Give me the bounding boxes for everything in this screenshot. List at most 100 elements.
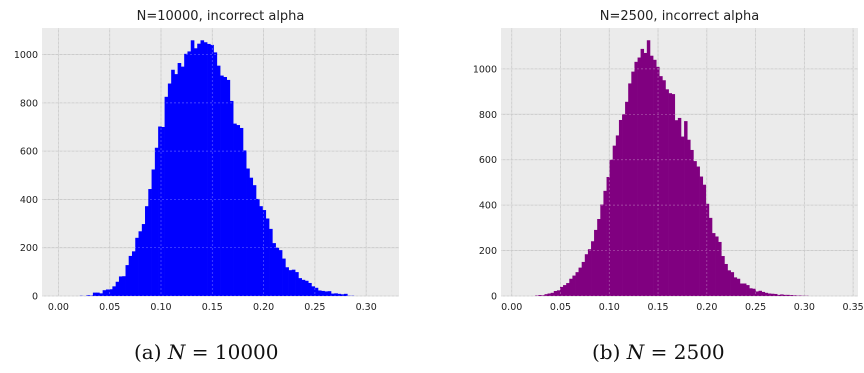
chart2-x-tick-label: 0.05 bbox=[550, 302, 571, 313]
chart2-bar bbox=[761, 291, 766, 296]
chart1-bar bbox=[229, 100, 234, 296]
chart2-bar bbox=[677, 117, 682, 296]
chart1-bar bbox=[148, 189, 152, 296]
chart1-bar bbox=[327, 291, 332, 296]
chart2-bar bbox=[693, 161, 697, 296]
chart1-bar bbox=[285, 267, 289, 296]
chart1-bar bbox=[239, 127, 244, 297]
chart2-bar bbox=[702, 184, 707, 296]
chart1-bar bbox=[262, 210, 267, 296]
chart2-bar bbox=[643, 52, 648, 297]
chart1-bar bbox=[210, 44, 214, 297]
chart2-title: N=2500, incorrect alpha bbox=[600, 9, 760, 24]
chart1-bar bbox=[344, 293, 348, 296]
chart2-bar bbox=[609, 159, 614, 296]
chart1-bar bbox=[282, 258, 286, 296]
chart1-bar bbox=[223, 77, 227, 296]
chart1-bar bbox=[122, 276, 126, 296]
chart2-bar bbox=[746, 285, 750, 296]
chart1-bar bbox=[171, 69, 175, 297]
chart2-x-tick-label: 0.35 bbox=[843, 302, 864, 313]
chart1-bar bbox=[337, 293, 342, 296]
chart2-bar bbox=[789, 295, 793, 296]
chart2-bar bbox=[572, 275, 576, 296]
chart2-bar bbox=[640, 48, 645, 296]
chart1-bar bbox=[177, 63, 182, 297]
chart1-bar bbox=[233, 123, 237, 296]
chart2-bar bbox=[618, 119, 623, 296]
figure: 0.00 0.05 0.10 0.15 0.20 0.25 0.30 0 200 400 600 80… bbox=[14, 9, 864, 313]
chart2-bar bbox=[724, 263, 728, 296]
chart1-x-tick-label: 0.20 bbox=[253, 302, 274, 313]
chart1-bar bbox=[118, 276, 123, 296]
chart1-bar bbox=[141, 224, 146, 296]
chart2-bar bbox=[665, 89, 669, 296]
chart1-y-tick-label: 800 bbox=[20, 98, 38, 109]
chart1-x-tick-label: 0.15 bbox=[202, 302, 223, 313]
chart2-bar bbox=[625, 101, 629, 296]
chart2-bar bbox=[699, 176, 704, 296]
chart2-bar bbox=[634, 61, 638, 297]
chart1-bar bbox=[105, 289, 110, 296]
caption-b: (b) N = 2500 bbox=[592, 340, 725, 364]
chart1-bar bbox=[301, 279, 306, 296]
chart2-bar bbox=[587, 249, 592, 296]
chart2-bar bbox=[569, 278, 573, 296]
chart2-bar bbox=[547, 293, 551, 296]
chart1-bar bbox=[252, 185, 257, 296]
chart1-bar bbox=[207, 43, 211, 296]
chart2-bar bbox=[758, 290, 762, 296]
chart2-x-tick-label: 0.00 bbox=[501, 302, 522, 313]
chart1-bar bbox=[256, 198, 260, 296]
caption-a: (a) N = 10000 bbox=[134, 340, 279, 364]
chart1-bar bbox=[265, 218, 270, 296]
chart1-y-tick-label: 200 bbox=[20, 243, 38, 254]
chart2-bar bbox=[733, 277, 738, 296]
chart2-bar bbox=[786, 294, 790, 296]
chart1-bar bbox=[193, 48, 198, 296]
chart1-bar bbox=[304, 280, 309, 296]
chart2-bar bbox=[581, 261, 586, 296]
chart1-bar bbox=[317, 290, 322, 296]
chart2-x-tick-label: 0.10 bbox=[599, 302, 620, 313]
chart1-bar bbox=[197, 43, 201, 296]
caption-a-prefix: (a) bbox=[134, 340, 168, 364]
chart1-bar bbox=[128, 255, 133, 296]
chart2-bar bbox=[591, 241, 595, 296]
chart2-bar bbox=[764, 292, 769, 296]
chart1-y-tick-label: 400 bbox=[20, 195, 38, 206]
chart2-bar bbox=[600, 204, 604, 296]
chart2-bar bbox=[680, 136, 685, 296]
chart2-y-tick-label: 600 bbox=[479, 155, 497, 166]
chart2-bar bbox=[637, 57, 642, 296]
chart2-bar bbox=[668, 93, 673, 297]
chart1-bar bbox=[321, 290, 325, 296]
chart1-bar bbox=[295, 272, 299, 296]
chart1-x-tick-label: 0.00 bbox=[48, 302, 69, 313]
caption-b-prefix: (b) bbox=[592, 340, 627, 364]
chart2-y-tick-label: 0 bbox=[491, 292, 497, 303]
chart2-bar bbox=[671, 94, 676, 296]
chart2-bar bbox=[705, 203, 710, 296]
chart2-bar bbox=[696, 166, 700, 296]
chart2-bar bbox=[739, 283, 744, 296]
chart1-bar bbox=[96, 292, 100, 296]
chart2-bar bbox=[711, 233, 716, 296]
chart1-bar bbox=[291, 269, 296, 296]
chart2-bar bbox=[646, 40, 651, 297]
chart2-bar bbox=[575, 272, 579, 296]
chart1-bar bbox=[161, 126, 165, 297]
chart1-bar bbox=[213, 52, 218, 296]
chart2-bar bbox=[749, 288, 753, 296]
chart2-bar bbox=[566, 283, 570, 296]
chart1-bar bbox=[115, 281, 120, 296]
chart1-bar bbox=[99, 293, 103, 296]
chart1-bar bbox=[145, 206, 149, 296]
chart2-bar bbox=[774, 293, 778, 296]
chart2-y-tick-label: 200 bbox=[479, 246, 497, 257]
chart1-bar bbox=[174, 74, 179, 297]
chart2-bar bbox=[622, 114, 626, 296]
chart2-bar bbox=[578, 267, 582, 296]
chart2-bar bbox=[612, 145, 617, 296]
chart1-bar bbox=[109, 289, 113, 296]
